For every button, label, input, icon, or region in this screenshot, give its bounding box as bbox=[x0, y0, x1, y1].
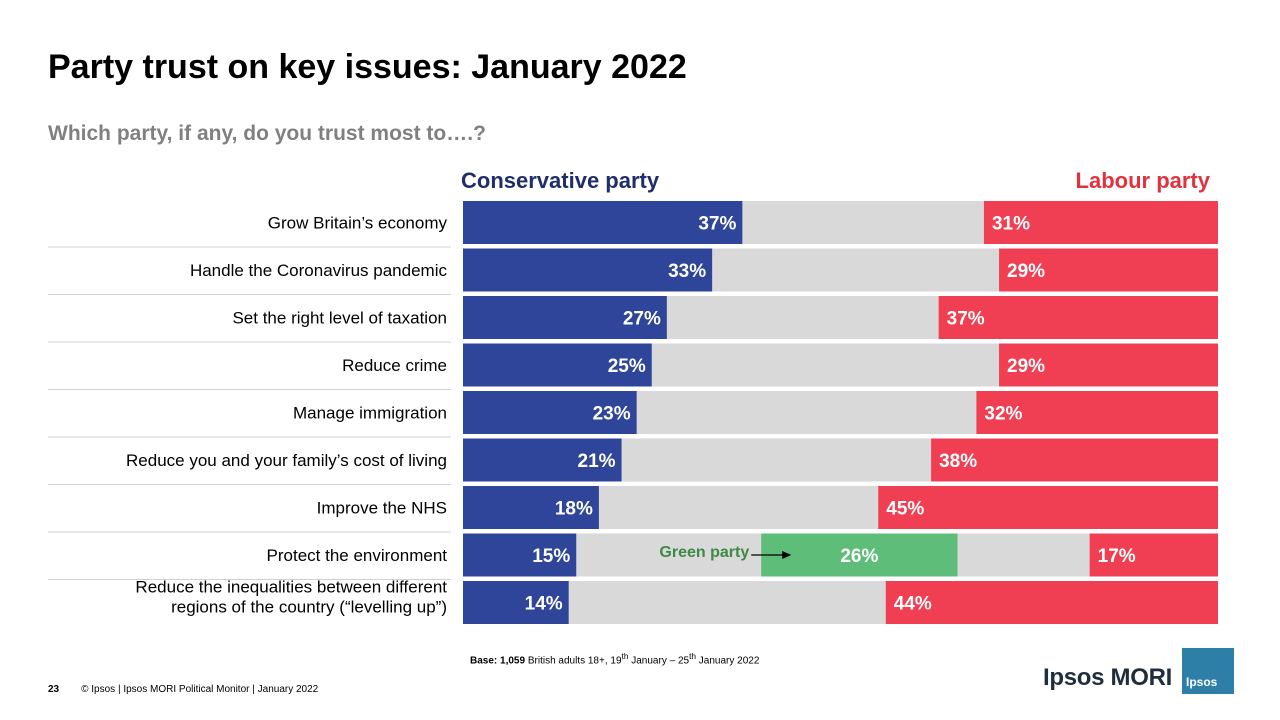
base-sup1: th bbox=[621, 651, 629, 661]
category-label: Reduce the inequalities between differen… bbox=[135, 578, 447, 597]
ipsos-logo-box-text: Ipsos bbox=[1186, 675, 1218, 689]
value-label-labour: 31% bbox=[992, 214, 1030, 235]
value-label-conservative: 27% bbox=[623, 309, 661, 330]
base-label: Base: bbox=[470, 655, 498, 667]
ipsos-logo-icon bbox=[1182, 648, 1234, 694]
value-label-green: 26% bbox=[840, 546, 878, 567]
value-label-conservative: 37% bbox=[698, 214, 736, 235]
footer: 23 © Ipsos | Ipsos MORI Political Monitor… bbox=[48, 684, 318, 695]
legend-conservative: Conservative party bbox=[461, 168, 660, 193]
base-mid: January – 25 bbox=[628, 655, 690, 667]
category-label: Manage immigration bbox=[293, 404, 447, 423]
base-sup2: th bbox=[689, 651, 697, 661]
bar-labour bbox=[878, 486, 1218, 529]
base-note: Base: 1,059 British adults 18+, 19th Jan… bbox=[470, 651, 759, 666]
value-label-labour: 38% bbox=[939, 451, 977, 472]
bar-labour bbox=[976, 391, 1218, 434]
green-arrow-head bbox=[782, 551, 792, 559]
bar-conservative bbox=[463, 391, 637, 434]
bar-conservative bbox=[463, 581, 569, 624]
bar-labour bbox=[999, 343, 1218, 387]
legend-labour: Labour party bbox=[1075, 168, 1210, 193]
question-subtitle: Which party, if any, do you trust most t… bbox=[48, 122, 486, 145]
bar-labour bbox=[938, 296, 1218, 339]
value-label-labour: 17% bbox=[1098, 546, 1136, 567]
bar-labour bbox=[931, 438, 1218, 482]
base-rest: British adults 18+, 19 bbox=[525, 655, 622, 667]
category-label: regions of the country (“levelling up”) bbox=[171, 598, 447, 617]
bar-green bbox=[761, 533, 958, 577]
category-label: Reduce crime bbox=[342, 356, 447, 375]
bar-conservative bbox=[463, 533, 577, 577]
bar-labour bbox=[885, 581, 1218, 624]
value-label-conservative: 21% bbox=[578, 451, 616, 472]
value-label-labour: 29% bbox=[1007, 356, 1045, 377]
green-party-label: Green party bbox=[659, 544, 749, 561]
value-label-conservative: 33% bbox=[668, 261, 706, 282]
page-number: 23 bbox=[48, 684, 60, 695]
bar-conservative bbox=[463, 248, 713, 292]
category-label: Reduce you and your family’s cost of liv… bbox=[126, 451, 447, 470]
value-label-conservative: 14% bbox=[525, 594, 563, 615]
ipsos-mori-logo-text: Ipsos MORI bbox=[1043, 664, 1173, 691]
footer-copyright: © Ipsos | Ipsos MORI Political Monitor |… bbox=[81, 684, 319, 695]
bar-conservative bbox=[463, 201, 743, 244]
bar-labour bbox=[1089, 533, 1218, 577]
bar-labour bbox=[983, 201, 1218, 244]
bar-conservative bbox=[463, 296, 667, 339]
category-label: Grow Britain’s economy bbox=[268, 214, 448, 233]
value-label-labour: 32% bbox=[984, 404, 1022, 425]
category-label: Improve the NHS bbox=[317, 499, 447, 518]
value-label-conservative: 23% bbox=[593, 404, 631, 425]
bar-conservative bbox=[463, 343, 652, 387]
bar-conservative bbox=[463, 486, 599, 529]
value-label-labour: 44% bbox=[894, 594, 932, 615]
value-label-conservative: 15% bbox=[532, 546, 570, 567]
value-label-labour: 45% bbox=[886, 499, 924, 520]
page-title: Party trust on key issues: January 2022 bbox=[48, 48, 687, 86]
value-label-labour: 37% bbox=[947, 309, 985, 330]
bar-labour bbox=[999, 248, 1218, 292]
category-label: Set the right level of taxation bbox=[232, 309, 447, 328]
category-label: Protect the environment bbox=[267, 546, 448, 565]
bar-conservative bbox=[463, 438, 622, 482]
value-label-conservative: 25% bbox=[608, 356, 646, 377]
value-label-conservative: 18% bbox=[555, 499, 593, 520]
value-label-labour: 29% bbox=[1007, 261, 1045, 282]
base-end: January 2022 bbox=[696, 655, 760, 667]
category-label: Handle the Coronavirus pandemic bbox=[190, 261, 448, 280]
base-n: 1,059 bbox=[497, 655, 526, 667]
